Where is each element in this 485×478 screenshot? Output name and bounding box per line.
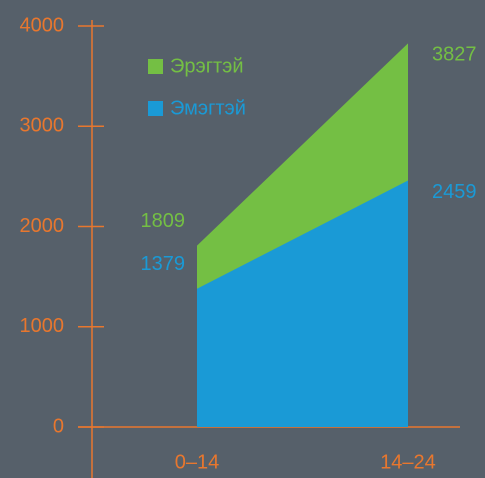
value-label: 1809 — [141, 210, 186, 232]
x-tick-label: 14–24 — [380, 451, 436, 473]
y-tick-label: 1000 — [20, 315, 65, 337]
y-tick-label: 3000 — [20, 115, 65, 137]
value-label: 3827 — [432, 44, 477, 66]
legend-label: Эрэгтэй — [170, 55, 244, 77]
value-label: 1379 — [141, 253, 186, 275]
legend-swatch — [148, 59, 163, 74]
legend-label: Эмэгтэй — [170, 97, 246, 119]
y-tick-label: 2000 — [20, 215, 65, 237]
y-tick-label: 0 — [53, 415, 64, 437]
y-tick-label: 4000 — [20, 14, 65, 36]
value-label: 2459 — [432, 181, 477, 203]
legend-swatch — [148, 101, 163, 116]
area — [197, 180, 408, 427]
x-tick-label: 0–14 — [175, 451, 220, 473]
